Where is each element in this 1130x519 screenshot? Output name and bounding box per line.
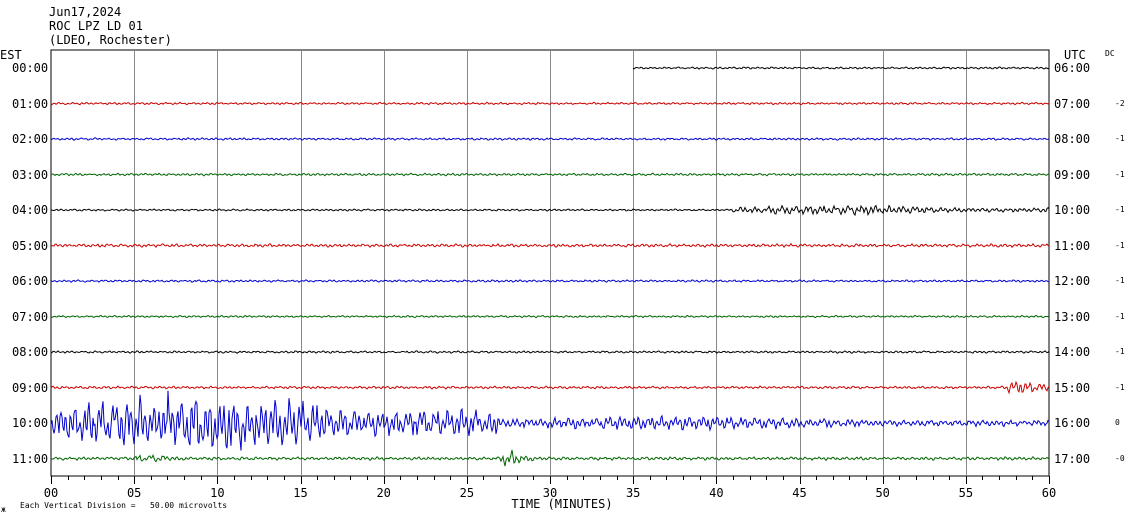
dc-offset-value: 0 xyxy=(1115,418,1120,427)
est-time-label: 02:00 xyxy=(12,132,49,146)
utc-time-label: 17:00 xyxy=(1054,451,1091,466)
est-time-label: 04:00 xyxy=(12,203,49,217)
trace-0800 xyxy=(50,350,1050,354)
trace-0500 xyxy=(50,242,1050,249)
trace-0000 xyxy=(632,66,1050,70)
plot-date: Jun17,2024 xyxy=(49,5,122,19)
station-name: ROC LPZ LD 01 xyxy=(49,19,143,33)
dc-offset-value: -2 xyxy=(1115,98,1125,108)
trace-0200 xyxy=(50,137,1050,141)
est-time-label: 08:00 xyxy=(12,345,49,359)
trace-1100 xyxy=(50,449,1050,467)
est-time-label: 03:00 xyxy=(12,167,49,182)
trace-0900 xyxy=(50,380,1050,395)
est-time-label: 00:00 xyxy=(12,61,49,75)
x-tick-label: 50 xyxy=(875,486,889,500)
est-time-label: 05:00 xyxy=(12,238,49,253)
dc-offset-value: -1 xyxy=(1115,169,1125,179)
x-tick-label: 05 xyxy=(127,486,141,500)
est-time-label: 10:00 xyxy=(12,416,49,430)
scale-note: Each Vertical Division = 50.00 microvolt… xyxy=(20,501,228,510)
x-axis-title: TIME (MINUTES) xyxy=(511,497,612,511)
x-tick-label: 25 xyxy=(460,486,474,500)
utc-time-label: 15:00 xyxy=(1054,380,1091,395)
dc-offset-value: -1 xyxy=(1115,347,1125,356)
utc-time-label: 13:00 xyxy=(1054,309,1091,324)
utc-axis-label: UTC xyxy=(1064,48,1086,62)
est-time-label: 01:00 xyxy=(12,96,49,111)
dc-offset-value: -0 xyxy=(1115,453,1125,463)
dc-offset-value: -1 xyxy=(1115,240,1125,250)
est-time-label: 09:00 xyxy=(12,380,49,395)
dc-offset-value: -1 xyxy=(1115,382,1125,392)
utc-time-label: 11:00 xyxy=(1054,238,1091,253)
network-name: (LDEO, Rochester) xyxy=(49,33,172,47)
corner-mark: ж xyxy=(1,505,6,514)
trace-0600 xyxy=(50,279,1050,283)
dc-offset-value: -1 xyxy=(1115,276,1125,285)
trace-1000 xyxy=(50,390,1050,451)
utc-time-label: 09:00 xyxy=(1054,167,1091,182)
utc-time-label: 06:00 xyxy=(1054,61,1091,75)
x-tick-label: 30 xyxy=(543,486,557,500)
dc-axis-label: DC xyxy=(1105,49,1115,58)
utc-time-label: 10:00 xyxy=(1054,203,1091,217)
x-tick-label: 40 xyxy=(709,486,723,500)
x-tick-label: 15 xyxy=(293,486,307,500)
trace-0300 xyxy=(50,172,1050,177)
trace-0400 xyxy=(50,204,1050,217)
dc-offset-value: -1 xyxy=(1115,311,1125,321)
x-tick-label: 20 xyxy=(376,486,390,500)
trace-0100 xyxy=(50,101,1050,106)
utc-time-label: 12:00 xyxy=(1054,274,1091,288)
utc-time-label: 07:00 xyxy=(1054,96,1091,111)
utc-time-label: 14:00 xyxy=(1054,345,1091,359)
est-time-label: 06:00 xyxy=(12,274,49,288)
utc-time-label: 16:00 xyxy=(1054,416,1091,430)
x-tick-label: 55 xyxy=(959,486,973,500)
utc-time-label: 08:00 xyxy=(1054,132,1091,146)
est-axis-label: EST xyxy=(0,48,22,62)
x-tick-label: 00 xyxy=(44,486,58,500)
est-time-label: 07:00 xyxy=(12,309,49,324)
x-tick-label: 35 xyxy=(626,486,640,500)
trace-0700 xyxy=(50,314,1050,319)
x-tick-label: 60 xyxy=(1042,486,1056,500)
x-tick-label: 10 xyxy=(210,486,224,500)
dc-offset-value: -1 xyxy=(1115,205,1125,214)
est-time-label: 11:00 xyxy=(12,451,49,466)
x-tick-label: 45 xyxy=(792,486,806,500)
dc-offset-value: -1 xyxy=(1115,134,1125,143)
